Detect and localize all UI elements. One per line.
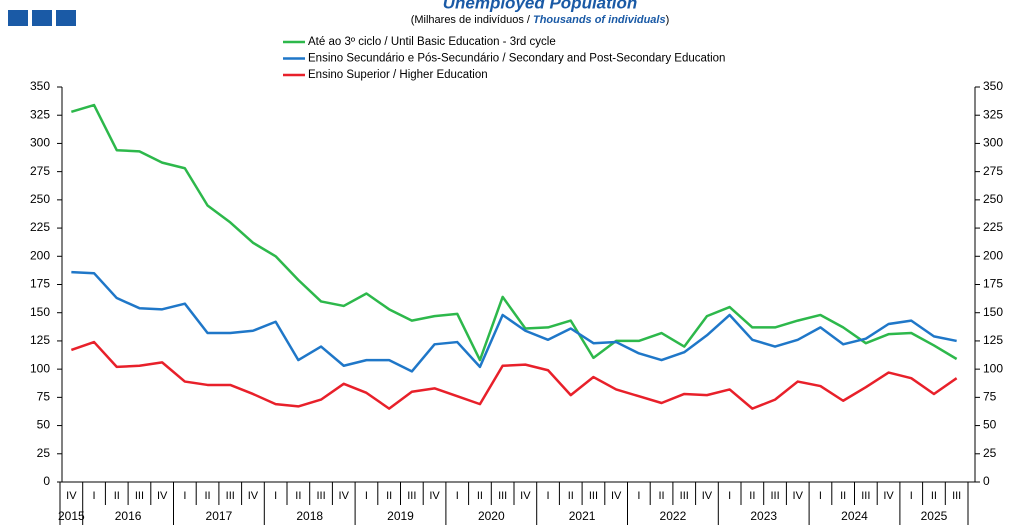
x-tick-label: I [274,490,277,502]
series-line [71,270,957,373]
legend-label: Ensino Secundário e Pós-Secundário / Sec… [308,53,725,65]
subtitle-part: Thousands of individuals [533,14,666,26]
series-line [70,103,958,362]
y-tick-label: 100 [30,361,50,375]
x-tick-label: I [93,490,96,502]
x-tick-label: IV [702,490,713,502]
x-tick-label: II [295,490,301,502]
x-tick-label: I [183,490,186,502]
logo-square [32,10,52,26]
y2-tick-label: 75 [983,390,997,404]
y2-tick-label: 250 [983,192,1003,206]
y-tick-label: 75 [37,390,51,404]
y2-tick-label: 125 [983,333,1003,347]
y2-tick-label: 0 [983,474,990,488]
y-tick-label: 225 [30,220,50,234]
y2-tick-label: 150 [983,305,1003,319]
x-tick-label: III [226,490,235,502]
y-tick-label: 325 [30,107,50,121]
series-line [70,340,958,410]
x-tick-label: II [749,490,755,502]
x-tick-label: IV [883,490,894,502]
x-tick-label: I [910,490,913,502]
y-tick-label: 250 [30,192,50,206]
y-tick-label: 150 [30,305,50,319]
y-tick-label: 200 [30,248,50,262]
legend-label: Até ao 3º ciclo / Until Basic Education … [308,36,556,48]
x-tick-label: IV [429,490,440,502]
subtitle-part: (Milhares de indivíduos / [411,14,533,26]
y2-tick-label: 25 [983,446,997,460]
y2-tick-label: 300 [983,136,1003,150]
x-tick-label: II [840,490,846,502]
y-tick-label: 175 [30,277,50,291]
x-tick-label: I [728,490,731,502]
x-year-label: 2021 [569,509,596,523]
x-tick-label: III [589,490,598,502]
x-tick-label: IV [248,490,259,502]
y2-tick-label: 225 [983,220,1003,234]
x-tick-label: III [861,490,870,502]
x-tick-label: II [114,490,120,502]
x-tick-label: IV [339,490,350,502]
x-tick-label: III [135,490,144,502]
logo-square [56,10,76,26]
x-year-label: 2025 [921,509,948,523]
x-year-label: 2023 [750,509,777,523]
x-tick-label: II [386,490,392,502]
x-tick-label: IV [611,490,622,502]
x-tick-label: IV [157,490,168,502]
x-tick-label: I [365,490,368,502]
subtitle-part: ) [666,14,670,26]
x-year-label: 2017 [206,509,233,523]
x-tick-label: IV [520,490,531,502]
x-tick-label: III [498,490,507,502]
x-tick-label: II [204,490,210,502]
y-tick-label: 275 [30,164,50,178]
y2-tick-label: 50 [983,418,997,432]
legend-label: Ensino Superior / Higher Education [308,69,488,81]
x-tick-label: III [680,490,689,502]
y-tick-label: 350 [30,79,50,93]
y-tick-label: 25 [37,446,51,460]
x-year-label: 2018 [296,509,323,523]
x-tick-label: III [770,490,779,502]
x-tick-label: II [477,490,483,502]
x-tick-label: II [658,490,664,502]
y-tick-label: 125 [30,333,50,347]
chart-subtitle: (Milhares de indivíduos / Thousands of i… [411,14,670,26]
x-tick-label: I [819,490,822,502]
x-tick-label: I [456,490,459,502]
y2-tick-label: 325 [983,107,1003,121]
x-year-label: 2019 [387,509,414,523]
x-tick-label: I [547,490,550,502]
y2-tick-label: 275 [983,164,1003,178]
x-tick-label: II [568,490,574,502]
x-tick-label: IV [793,490,804,502]
chart-title: Unemployed Population [443,0,638,12]
x-year-label: 2015 [58,509,85,523]
x-year-label: 2022 [660,509,687,523]
x-tick-label: III [407,490,416,502]
y2-tick-label: 200 [983,248,1003,262]
x-tick-label: II [931,490,937,502]
x-year-label: 2024 [841,509,868,523]
y2-tick-label: 100 [983,361,1003,375]
y-tick-label: 0 [43,474,50,488]
y2-tick-label: 350 [983,79,1003,93]
y2-tick-label: 175 [983,277,1003,291]
x-tick-label: IV [66,490,77,502]
y-tick-label: 50 [37,418,51,432]
x-year-label: 2016 [115,509,142,523]
x-tick-label: III [952,490,961,502]
x-year-label: 2020 [478,509,505,523]
y-tick-label: 300 [30,136,50,150]
logo-square [8,10,28,26]
x-tick-label: I [637,490,640,502]
x-tick-label: III [316,490,325,502]
